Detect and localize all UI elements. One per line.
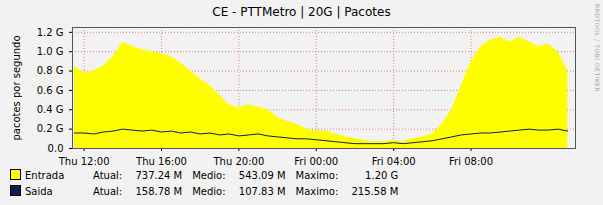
- svg-text:Fri 04:00: Fri 04:00: [372, 156, 416, 167]
- svg-text:0.6 G: 0.6 G: [37, 85, 64, 96]
- svg-text:Thu 20:00: Thu 20:00: [212, 156, 264, 167]
- svg-text:Thu 16:00: Thu 16:00: [135, 156, 187, 167]
- svg-text:0.2 G: 0.2 G: [37, 123, 64, 134]
- svg-text:1.0 G: 1.0 G: [37, 46, 64, 57]
- html-text:Saida: Saida: [25, 186, 53, 197]
- html-text:215.58 M: 215.58 M: [351, 186, 399, 197]
- html-text:737.24 M: 737.24 M: [135, 170, 183, 181]
- svg-text:0.4 G: 0.4 G: [37, 104, 64, 115]
- html-text:Entrada: Entrada: [25, 170, 65, 181]
- html-text:107.83 M: 107.83 M: [238, 186, 286, 197]
- html-text:543.09 M: 543.09 M: [238, 170, 286, 181]
- svg-text:Fri 00:00: Fri 00:00: [294, 156, 338, 167]
- svg-text:1.2 G: 1.2 G: [37, 27, 64, 38]
- svg-text:Fri 08:00: Fri 08:00: [449, 156, 493, 167]
- html-text:Maximo:: Maximo:: [295, 170, 339, 181]
- svg-text:Thu 12:00: Thu 12:00: [58, 156, 110, 167]
- html-text:158.78 M: 158.78 M: [135, 186, 183, 197]
- svg-text:pacotes por segundo: pacotes por segundo: [11, 35, 22, 140]
- html-text:CE - PTTMetro | 20G | Pacotes: CE - PTTMetro | 20G | Pacotes: [212, 5, 391, 19]
- html-text:RRDTOOL / TOBI OETIKER: RRDTOOL / TOBI OETIKER: [594, 4, 601, 93]
- svg-text:0.0: 0.0: [48, 143, 64, 154]
- html-text:1.20 G: 1.20 G: [365, 170, 399, 181]
- html-text:Medio:: Medio:: [192, 170, 226, 181]
- html-text:Maximo:: Maximo:: [295, 186, 339, 197]
- svg-text:0.8 G: 0.8 G: [37, 65, 64, 76]
- html-text:Medio:: Medio:: [192, 186, 226, 197]
- html-text:Atual:: Atual:: [93, 170, 123, 181]
- html-text:Atual:: Atual:: [93, 186, 123, 197]
